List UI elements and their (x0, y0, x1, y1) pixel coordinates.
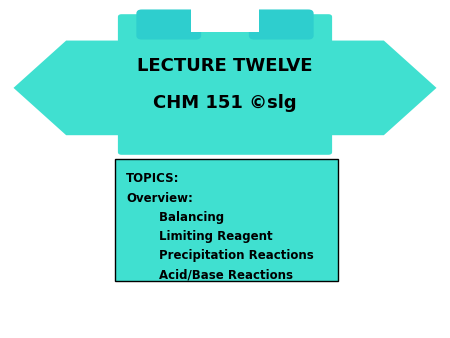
Text: Overview:: Overview: (126, 192, 193, 204)
FancyBboxPatch shape (118, 14, 332, 155)
Bar (191, 3, 259, 32)
Bar (115, 159, 338, 281)
Text: Acid/Base Reactions: Acid/Base Reactions (126, 269, 293, 282)
Text: Precipitation Reactions: Precipitation Reactions (126, 249, 314, 262)
Text: TOPICS:: TOPICS: (126, 172, 180, 185)
Text: CHM 151 ©slg: CHM 151 ©slg (153, 94, 297, 112)
Polygon shape (14, 41, 436, 135)
FancyBboxPatch shape (249, 9, 314, 40)
FancyBboxPatch shape (136, 9, 201, 40)
Text: Balancing: Balancing (126, 211, 224, 224)
Text: Limiting Reagent: Limiting Reagent (126, 230, 273, 243)
Text: LECTURE TWELVE: LECTURE TWELVE (137, 57, 313, 75)
